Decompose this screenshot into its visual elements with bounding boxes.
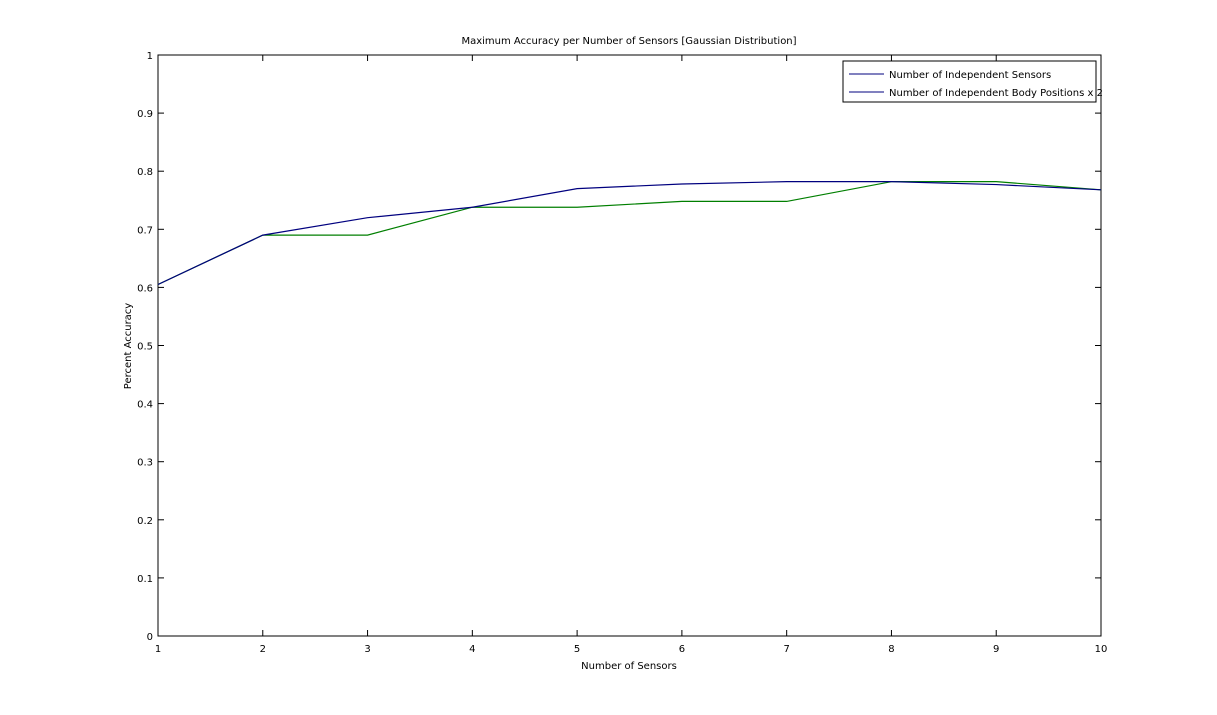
x-tick-label: 3 [364, 644, 370, 655]
x-axis-label: Number of Sensors [581, 661, 677, 672]
y-tick-label: 0.5 [137, 342, 153, 353]
legend-entry-2: Number of Independent Body Positions x 2 [889, 88, 1103, 99]
series-line-1 [157, 181, 1102, 286]
legend: Number of Independent Sensors Number of I… [842, 60, 1103, 103]
x-tick-label: 4 [469, 644, 475, 655]
x-tick-label: 1 [155, 644, 161, 655]
legend-entry-1: Number of Independent Sensors [889, 70, 1051, 81]
y-tick-label: 1 [147, 51, 153, 62]
chart-title: Maximum Accuracy per Number of Sensors [… [461, 36, 796, 47]
y-tick-label: 0.9 [137, 109, 153, 120]
series-line-2 [157, 181, 1102, 286]
y-tick-label: 0.3 [137, 458, 153, 469]
x-tick-label: 6 [679, 644, 685, 655]
y-tick-label: 0.2 [137, 516, 153, 527]
x-tick-label: 2 [260, 644, 266, 655]
y-tick-label: 0.4 [137, 400, 153, 411]
y-tick-label: 0.1 [137, 574, 153, 585]
y-tick-label: 0.7 [137, 225, 153, 236]
x-tick-label: 7 [783, 644, 789, 655]
y-axis-label: Percent Accuracy [123, 303, 134, 390]
axis-ticks: 1 2 3 4 5 6 7 8 9 10 0 0.1 0.2 0.3 0.4 0.5 0.6 0.7 0.8 0.9 1 [137, 51, 1107, 655]
x-tick-label: 8 [888, 644, 894, 655]
x-tick-label: 5 [574, 644, 580, 655]
plot-area [157, 54, 1102, 637]
y-tick-label: 0 [147, 632, 153, 643]
x-tick-label: 9 [993, 644, 999, 655]
x-tick-label: 10 [1095, 644, 1108, 655]
legend-box [842, 60, 1097, 103]
y-tick-label: 0.6 [137, 283, 153, 294]
y-tick-label: 0.8 [137, 167, 153, 178]
series-layer [157, 181, 1102, 286]
